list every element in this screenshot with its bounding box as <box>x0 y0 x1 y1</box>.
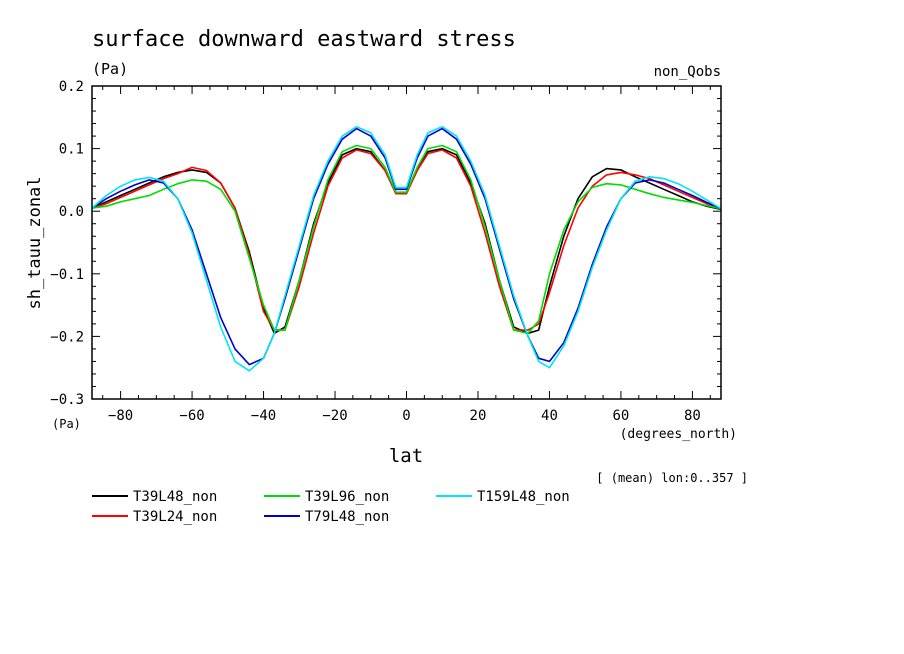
legend-label: T39L96_non <box>305 489 389 505</box>
legend: T39L48_non T39L24_non T39L96_non T79L48_non… <box>92 489 570 525</box>
y-tick-label: −0.3 <box>50 392 84 408</box>
x-tick-label: 20 <box>470 408 487 424</box>
x-axis-label: lat <box>389 445 423 467</box>
series-line-T39L24_non <box>91 149 722 331</box>
series-line-T159L48_non <box>91 125 722 372</box>
x-tick-label: 0 <box>402 408 410 424</box>
legend-label: T39L24_non <box>133 509 217 525</box>
y-tick-label: 0.2 <box>59 79 84 95</box>
x-tick-label: −80 <box>108 408 133 424</box>
legend-label: T159L48_non <box>477 489 570 505</box>
y-tick-label: −0.2 <box>50 329 84 345</box>
x-tick-label: −40 <box>251 408 276 424</box>
x-tick-label: 40 <box>541 408 558 424</box>
y-axis-label: sh_tauu_zonal <box>25 176 45 309</box>
legend-label: T79L48_non <box>305 509 389 525</box>
series-line-T39L96_non <box>91 144 722 335</box>
plot-frame <box>91 85 722 400</box>
units-label: (Pa) <box>92 60 128 78</box>
series-line-T79L48_non <box>91 127 722 366</box>
experiment-label: non_Qobs <box>654 64 721 80</box>
x-tick-label: −60 <box>179 408 204 424</box>
x-tick-label: 80 <box>684 408 701 424</box>
series-line-T39L48_non <box>91 147 722 335</box>
chart-title: surface downward eastward stress <box>92 27 516 52</box>
x-tick-label: −20 <box>322 408 347 424</box>
y-units-label: (Pa) <box>52 417 81 431</box>
axis-ticks: −80 −60 −40 −20 0 20 40 60 80 −0.3 −0.2 −0.1 0.0 0.1 0… <box>50 79 721 424</box>
x-tick-label: 60 <box>613 408 630 424</box>
legend-label: T39L48_non <box>133 489 217 505</box>
plot-lines <box>91 125 722 372</box>
footnote: [ (mean) lon:0..357 ] <box>596 471 748 485</box>
y-tick-label: 0.1 <box>59 142 84 158</box>
x-units-label: (degrees_north) <box>620 427 737 442</box>
y-tick-label: −0.1 <box>50 267 84 283</box>
y-tick-label: 0.0 <box>59 204 84 220</box>
